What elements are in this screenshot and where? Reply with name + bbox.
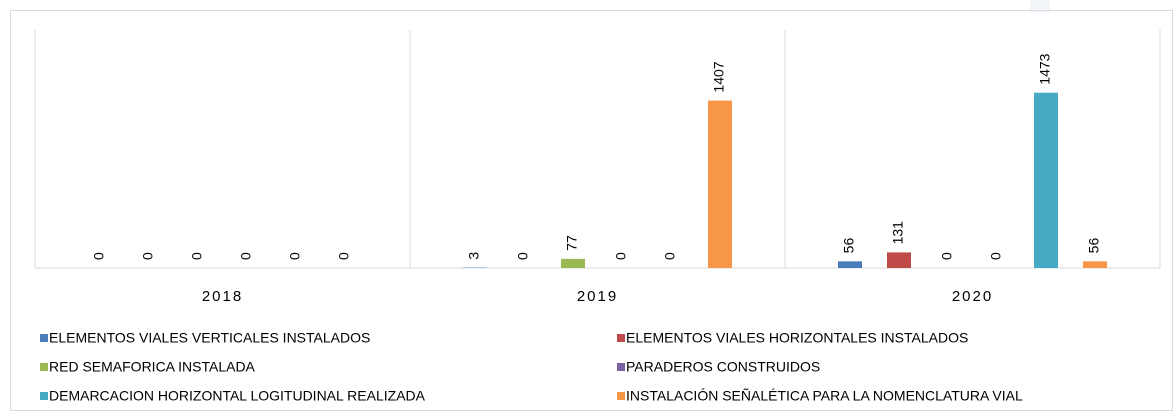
data-label: 0: [336, 252, 352, 260]
legend-label: INSTALACIÓN SEÑALÉTICA PARA LA NOMENCLAT…: [626, 388, 1023, 404]
x-tick-label: 2020: [952, 288, 993, 305]
data-label: 131: [890, 221, 906, 245]
data-label: 0: [140, 252, 156, 260]
data-label: 0: [613, 252, 629, 260]
bar: [1034, 92, 1058, 268]
legend-swatch: [617, 334, 625, 342]
bar: [1083, 261, 1107, 268]
data-label: 1473: [1037, 53, 1053, 84]
bar: [887, 252, 911, 268]
legend-swatch: [40, 363, 48, 371]
data-label: 0: [662, 252, 678, 260]
data-label: 0: [91, 252, 107, 260]
legend-swatch: [40, 392, 48, 400]
bar: [708, 100, 732, 268]
data-label: 0: [238, 252, 254, 260]
bar: [838, 261, 862, 268]
data-label: 56: [1086, 238, 1102, 254]
data-label: 0: [189, 252, 205, 260]
legend-swatch: [40, 334, 48, 342]
data-label: 3: [466, 252, 482, 260]
legend-label: PARADEROS CONSTRUIDOS: [626, 359, 820, 375]
data-label: 77: [564, 235, 580, 251]
legend-swatch: [617, 392, 625, 400]
legend-label: DEMARCACION HORIZONTAL LOGITUDINAL REALI…: [49, 388, 426, 404]
data-label: 56: [841, 238, 857, 254]
legend-swatch: [617, 363, 625, 371]
chart-frame: [10, 10, 1173, 411]
data-label: 0: [515, 252, 531, 260]
data-label: 0: [287, 252, 303, 260]
data-label: 1407: [711, 61, 727, 92]
x-tick-label: 2019: [577, 288, 618, 305]
legend-label: ELEMENTOS VIALES HORIZONTALES INSTALADOS: [626, 330, 968, 346]
legend-label: ELEMENTOS VIALES VERTICALES INSTALADOS: [49, 330, 370, 346]
legend-label: RED SEMAFORICA INSTALADA: [49, 359, 256, 375]
data-label: 0: [939, 252, 955, 260]
bar: [561, 258, 585, 268]
x-tick-label: 2018: [202, 288, 243, 305]
corner-tab: [1030, 0, 1050, 12]
data-label: 0: [988, 252, 1004, 260]
